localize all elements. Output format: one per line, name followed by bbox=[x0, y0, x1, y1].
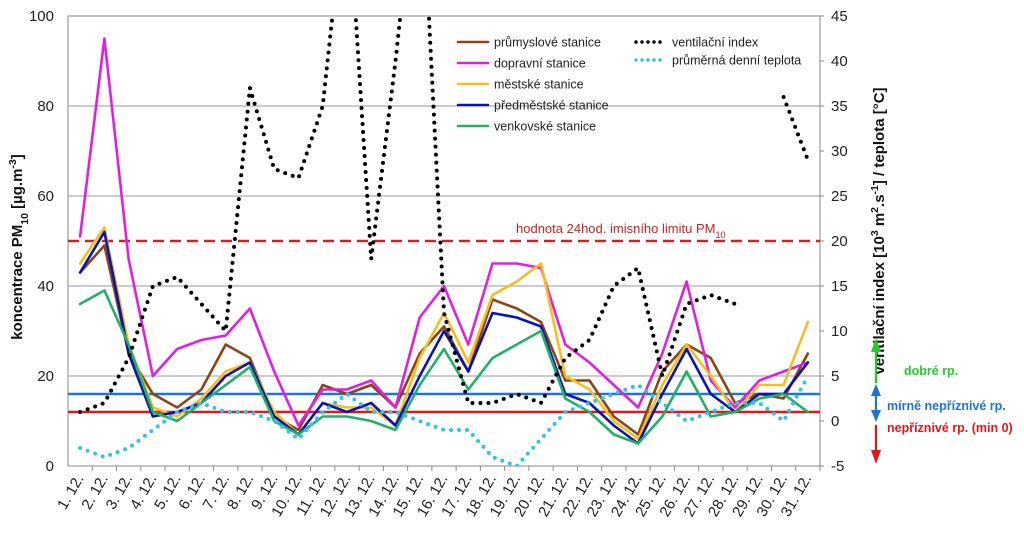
label-part: ] bbox=[9, 154, 26, 159]
label-part: koncentrace PM bbox=[9, 225, 26, 340]
legend-label: dopravní stanice bbox=[494, 57, 586, 71]
label-part: 10 bbox=[715, 230, 725, 240]
condition-label: nepříznivé rp. (min 0) bbox=[887, 421, 1013, 435]
y2-tick-label: 0 bbox=[831, 413, 839, 430]
y-tick-label: 40 bbox=[37, 278, 54, 295]
label-part: ] / teplota [°C] bbox=[871, 87, 888, 185]
label-part: 3 bbox=[869, 230, 881, 236]
label-part: ventilační index [10 bbox=[871, 236, 888, 374]
y-axis-title: koncentrace PM10 [µg.m-3] bbox=[7, 154, 31, 340]
label-part: -1 bbox=[869, 185, 881, 194]
label-part: m bbox=[871, 213, 888, 231]
y2-tick-label: 30 bbox=[831, 143, 848, 160]
y-tick-label: 60 bbox=[37, 188, 54, 205]
legend-label: venkovské stanice bbox=[494, 120, 596, 134]
legend-label: průměrná denní teplota bbox=[672, 54, 801, 68]
legend-label: předměstské stanice bbox=[494, 99, 609, 113]
arrow-both-up-icon bbox=[871, 384, 881, 396]
legend: průmyslové stanice dopravní stanice městsk… bbox=[456, 36, 801, 134]
y2-tick-label: 25 bbox=[831, 188, 848, 205]
series-line-6 bbox=[78, 374, 810, 466]
y-tick-label: 100 bbox=[29, 8, 54, 25]
legend-label: průmyslové stanice bbox=[494, 36, 601, 50]
arrow-up-icon bbox=[871, 338, 881, 352]
series-line-4 bbox=[78, 289, 810, 445]
y2-axis-title: ventilační index [103 m2.s-1] / teplota … bbox=[869, 87, 888, 374]
label-part: 2 bbox=[869, 207, 881, 213]
y-tick-label: 0 bbox=[46, 458, 54, 475]
y2-tick-label: 15 bbox=[831, 278, 848, 295]
y2-tick-label: 5 bbox=[831, 368, 839, 385]
series-group bbox=[78, 16, 810, 466]
series-line-1 bbox=[78, 37, 810, 427]
label-part: hodnota 24hod. imisního limitu PM bbox=[516, 221, 715, 236]
condition-label: mírně nepříznivé rp. bbox=[887, 399, 1006, 413]
y2-tick-label: 45 bbox=[831, 8, 848, 25]
y2-tick-label: 40 bbox=[831, 53, 848, 70]
series-line-5 bbox=[781, 95, 810, 162]
y2-tick-label: 35 bbox=[831, 98, 848, 115]
label-part: -3 bbox=[7, 159, 19, 168]
label-part: [µg.m bbox=[9, 169, 26, 213]
arrow-down-icon bbox=[871, 450, 881, 464]
y2-tick-label: -5 bbox=[831, 458, 844, 475]
y-tick-label: 80 bbox=[37, 98, 54, 115]
arrow-both-down-icon bbox=[871, 410, 881, 422]
series-line-5 bbox=[78, 16, 738, 414]
label-part: 10 bbox=[19, 213, 31, 225]
y-tick-label: 20 bbox=[37, 368, 54, 385]
label-part: .s bbox=[871, 194, 888, 207]
legend-label: městské stanice bbox=[494, 78, 584, 92]
reference-line-label: hodnota 24hod. imisního limitu PM10 bbox=[516, 221, 726, 240]
condition-label: dobré rp. bbox=[904, 364, 958, 378]
y2-tick-label: 10 bbox=[831, 323, 848, 340]
legend-label: ventilační index bbox=[672, 36, 759, 50]
y2-tick-label: 20 bbox=[831, 233, 848, 250]
